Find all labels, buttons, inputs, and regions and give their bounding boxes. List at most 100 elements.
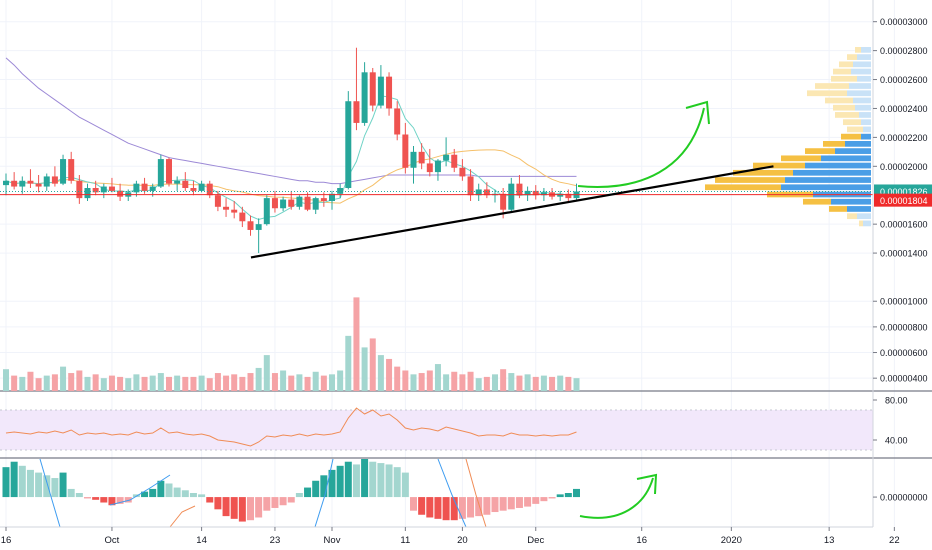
time-axis-label: Nov [324, 535, 341, 546]
candle-body [451, 154, 458, 168]
candle-body [508, 183, 515, 210]
candle-body [60, 159, 67, 184]
volume-bar [231, 374, 238, 391]
macd-histogram-bar [361, 459, 369, 498]
macd-histogram-bar [515, 497, 523, 508]
candle-body [296, 196, 303, 207]
macd-histogram-bar [401, 472, 409, 498]
candle-body [166, 159, 172, 184]
volume-bar [271, 373, 278, 391]
candle-body [320, 198, 327, 202]
profile-down-row-14 [805, 148, 835, 154]
volume-bar [492, 374, 498, 391]
macd-histogram-bar [51, 478, 59, 498]
candle-body [190, 188, 197, 191]
volume-bar [141, 376, 148, 391]
volume-bar [516, 375, 523, 391]
volume-bar [108, 375, 115, 391]
profile-down-row-11 [847, 126, 863, 133]
macd-histogram-bar [124, 497, 132, 503]
volume-bar [263, 355, 270, 391]
candle-body [108, 186, 115, 191]
volume-bar [296, 374, 303, 391]
profile-up-row-16 [805, 162, 871, 169]
candle-body [100, 186, 107, 193]
macd-histogram-bar [328, 469, 336, 498]
volume-bar [247, 373, 254, 391]
candle-body [288, 199, 295, 207]
volume-bar [11, 375, 18, 391]
volume-bar [35, 378, 42, 391]
volume-bar [280, 370, 287, 391]
macd-histogram-bar [320, 475, 328, 498]
macd-histogram-bar [410, 497, 417, 511]
volume-bar [451, 371, 458, 391]
price-axis-label: 0.00002200 [880, 133, 928, 143]
profile-down-row-13 [823, 141, 845, 147]
candle-body [402, 134, 409, 168]
macd-histogram-bar [108, 497, 116, 506]
volume-bar [524, 374, 531, 391]
macd-line [39, 458, 61, 528]
volume-bar [443, 374, 450, 391]
macd-histogram-bar [336, 465, 344, 498]
volume-bar [288, 375, 295, 391]
volume-bar [483, 376, 490, 391]
volume-bar [157, 373, 164, 391]
volume-bar [402, 370, 409, 391]
profile-up-row-3 [851, 68, 871, 75]
candle-body [43, 176, 50, 187]
signal-line-dec [465, 458, 487, 528]
macd-histogram-bar [564, 493, 572, 498]
volume-bar [133, 374, 140, 391]
macd-histogram-bar [67, 488, 75, 498]
macd-histogram-bar [35, 472, 43, 498]
volume-bar [394, 366, 401, 391]
profile-up-row-7 [853, 97, 871, 104]
macd-histogram-bar [255, 497, 263, 518]
candle-body [377, 76, 384, 106]
candle-body [410, 151, 417, 168]
profile-up-row-10 [861, 119, 871, 126]
volume-bar [117, 376, 124, 391]
volume-bar [418, 373, 425, 391]
ema-long-line [5, 57, 577, 185]
candle-body [459, 167, 466, 177]
macd-histogram-bar [369, 461, 377, 498]
profile-up-row-18 [785, 177, 871, 183]
macd-histogram-bar [173, 487, 181, 498]
macd-histogram-bar [214, 497, 222, 510]
profile-up-row-17 [793, 169, 871, 176]
volume-bar [206, 378, 213, 391]
volume-bar [149, 375, 156, 391]
candle-body [68, 159, 75, 181]
profile-down-row-16 [753, 162, 805, 169]
rsi-line [5, 407, 577, 447]
profile-down-row-2 [839, 61, 853, 68]
candle-body [532, 190, 539, 196]
macd-histogram-bar [524, 497, 532, 507]
volume-bar [557, 375, 564, 391]
volume-bar [377, 355, 384, 391]
macd-histogram-bar [548, 497, 556, 499]
macd-histogram-bar [263, 497, 271, 511]
volume-bar [467, 371, 474, 391]
volume-bar [19, 376, 26, 391]
profile-down-row-7 [825, 97, 853, 104]
macd-histogram-bar [165, 483, 173, 498]
ref-price-label: 0.00001804 [880, 196, 928, 206]
macd-histogram-bar [442, 497, 450, 521]
time-axis-label: 11 [400, 535, 410, 546]
macd-histogram-bar [475, 497, 483, 517]
time-axis-label: 16 [636, 535, 647, 546]
macd-histogram-bar [238, 497, 246, 522]
price-panel[interactable] [0, 47, 873, 254]
candle-body [329, 193, 335, 202]
macd-histogram-bar [59, 472, 67, 498]
profile-up-row-8 [855, 104, 871, 111]
signal-line [169, 505, 196, 528]
time-axis-label: 13 [824, 535, 835, 546]
volume-bar [565, 376, 572, 391]
